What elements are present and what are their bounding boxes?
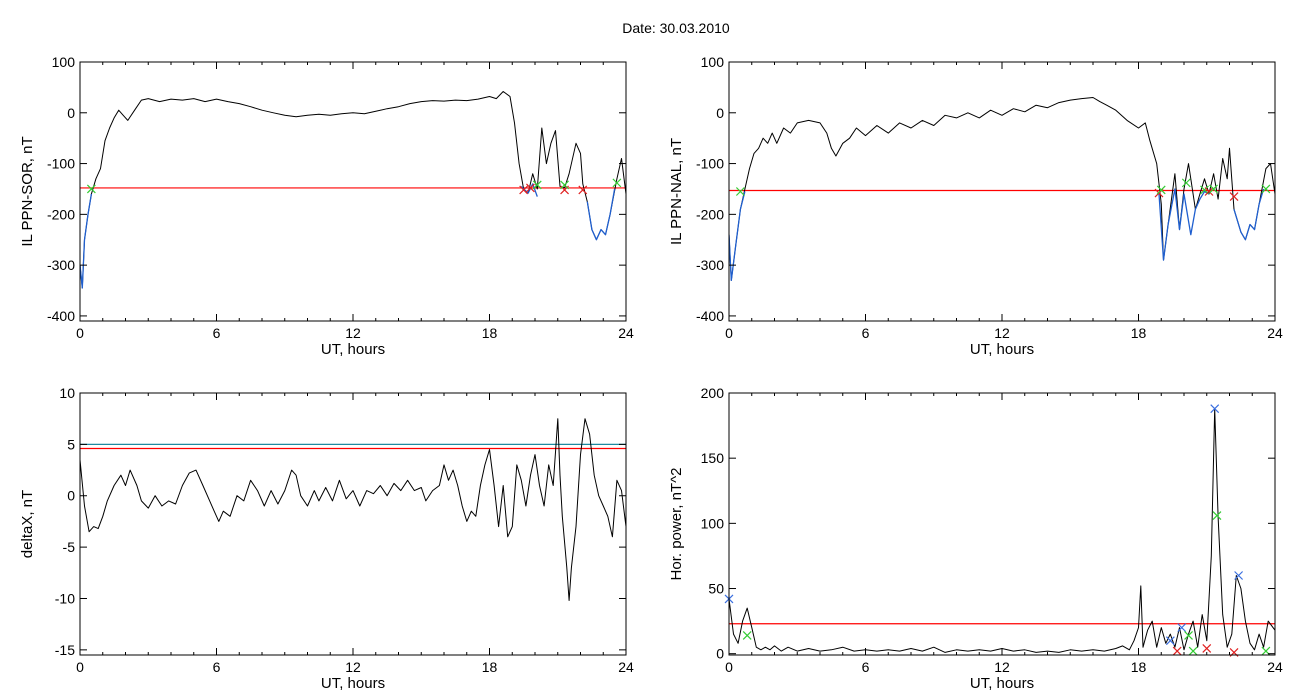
y-tick-label: 0 [67, 488, 75, 504]
series-line [80, 418, 626, 601]
y-tick-label: 0 [716, 646, 724, 662]
x-tick-label: 24 [1267, 325, 1283, 341]
data-marker-red [578, 185, 588, 195]
x-tick-label: 6 [213, 325, 221, 341]
y-tick-label: -300 [696, 257, 724, 273]
chart-panel-ppn-nal: 0 6 12 18 24 -400 -300 -200 -100 0 100 UT, hours IL … [668, 54, 1283, 358]
data-marker-blue [1177, 623, 1187, 633]
y-tick-label: -300 [47, 257, 75, 273]
y-tick-label: 100 [701, 54, 725, 70]
x-tick-label: 12 [345, 325, 361, 341]
y-axis-label: IL PPN-NAL, nT [668, 138, 685, 245]
y-tick-label: -200 [47, 206, 75, 222]
highlight-segment [1158, 188, 1210, 261]
y-tick-label: 100 [701, 515, 725, 531]
y-tick-label: 0 [67, 105, 75, 121]
x-tick-label: 18 [1131, 659, 1147, 675]
x-tick-label: 0 [76, 325, 84, 341]
y-tick-label: -400 [47, 308, 75, 324]
y-axis-label: Hor. power, nT^2 [668, 468, 685, 581]
x-tick-label: 0 [725, 659, 733, 675]
y-tick-label: 10 [59, 385, 75, 401]
x-tick-label: 12 [994, 325, 1010, 341]
highlight-segment [586, 188, 616, 241]
x-tick-label: 18 [482, 325, 498, 341]
x-axis-label: UT, hours [321, 675, 385, 692]
figure-title: Date: 30.03.2010 [622, 20, 730, 36]
x-tick-label: 6 [862, 325, 870, 341]
data-marker-red [1204, 187, 1214, 196]
chart-panel-ppn-sor: 0 6 12 18 24 -400 -300 -200 -100 0 100 UT, hours IL … [19, 54, 634, 358]
data-marker-blue [1234, 571, 1244, 580]
data-marker-blue [1165, 636, 1175, 646]
x-axis-label: UT, hours [321, 341, 385, 358]
data-marker-blue [1210, 404, 1220, 414]
y-tick-label: -100 [47, 156, 75, 172]
data-marker-green [532, 180, 542, 190]
y-tick-label: -10 [55, 590, 75, 606]
y-tick-label: -15 [55, 642, 75, 658]
x-axis-label: UT, hours [970, 341, 1034, 358]
x-tick-label: 6 [862, 659, 870, 675]
x-axis-label: UT, hours [970, 675, 1034, 692]
data-marker-green [1209, 184, 1218, 194]
y-tick-label: 100 [52, 54, 76, 70]
y-tick-label: 150 [701, 450, 725, 466]
y-axis-label: deltaX, nT [19, 490, 36, 558]
data-marker-green [1261, 184, 1271, 194]
x-tick-label: 18 [1131, 325, 1147, 341]
data-marker-red [1229, 192, 1239, 202]
data-marker-green [1156, 185, 1166, 195]
x-tick-label: 0 [76, 659, 84, 675]
y-tick-label: 200 [701, 385, 725, 401]
highlight-segment [80, 193, 93, 289]
y-tick-label: 5 [67, 436, 75, 452]
y-tick-label: -400 [696, 308, 724, 324]
x-tick-label: 6 [213, 659, 221, 675]
series-line [80, 91, 626, 289]
data-marker-red [526, 183, 535, 193]
x-tick-label: 24 [618, 325, 634, 341]
highlight-segment [1233, 188, 1265, 241]
data-marker-red [519, 185, 529, 195]
data-marker-green [1212, 511, 1222, 520]
x-tick-label: 24 [618, 659, 634, 675]
data-marker-green [1188, 646, 1198, 656]
y-tick-label: 0 [716, 105, 724, 121]
series-line [729, 97, 1275, 281]
x-tick-label: 12 [345, 659, 361, 675]
y-tick-label: -5 [63, 539, 76, 555]
y-tick-label: 50 [708, 581, 724, 597]
y-tick-label: -100 [696, 156, 724, 172]
data-marker-green [86, 184, 96, 194]
data-marker-red [1202, 644, 1212, 653]
data-marker-green [560, 180, 569, 190]
series-line [729, 408, 1275, 653]
plot-frame [728, 392, 1276, 656]
y-tick-label: -200 [696, 206, 724, 222]
plot-frame [79, 392, 627, 656]
data-marker-green [742, 631, 752, 640]
data-marker-green [1181, 178, 1191, 188]
data-marker-green [1184, 631, 1193, 640]
x-tick-label: 12 [994, 659, 1010, 675]
highlight-segment [729, 191, 746, 282]
data-marker-green [612, 178, 622, 188]
x-tick-label: 24 [1267, 659, 1283, 675]
data-marker-green [735, 187, 745, 196]
data-marker-red [1172, 646, 1182, 656]
y-axis-label: IL PPN-SOR, nT [19, 136, 36, 246]
x-tick-label: 0 [725, 325, 733, 341]
chart-panel-deltax: 0 6 12 18 24 -15 -10 -5 0 5 10 UT, hours deltaX, nT [19, 385, 634, 692]
x-tick-label: 18 [482, 659, 498, 675]
chart-panel-hor-power: 0 6 12 18 24 0 50 100 150 200 UT, hours Hor. power,… [668, 385, 1283, 692]
